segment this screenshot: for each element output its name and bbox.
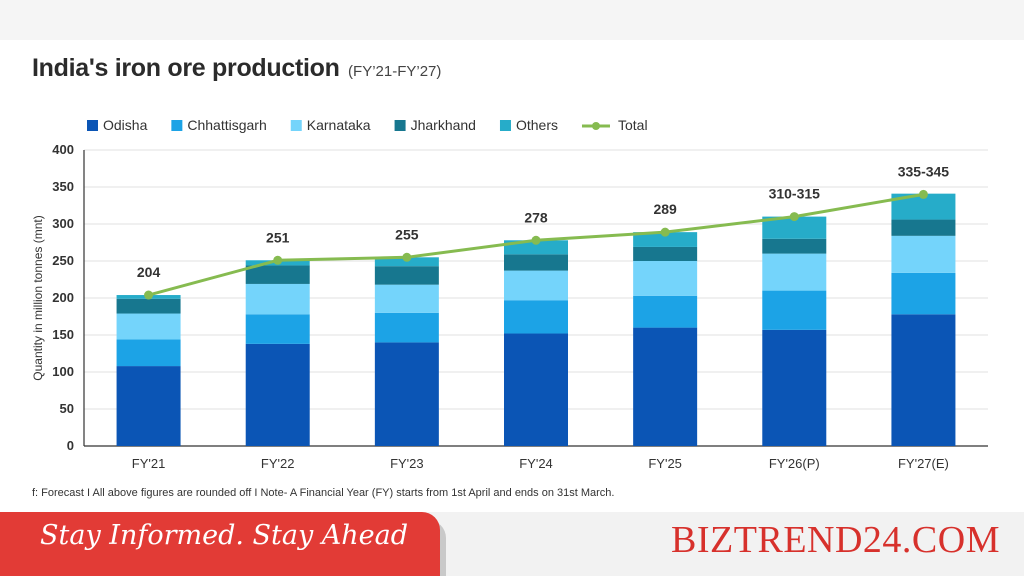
y-tick-label: 300: [52, 216, 74, 231]
brand-logo[interactable]: BIZTREND24.COM: [671, 519, 1000, 561]
legend-label: Others: [516, 117, 558, 133]
bar-segment: [504, 333, 568, 446]
legend-label: Total: [618, 117, 648, 133]
x-tick-label: FY'22: [261, 456, 295, 471]
bar-segment: [633, 261, 698, 296]
bar-segment: [633, 327, 698, 446]
legend-label: Karnataka: [307, 117, 371, 133]
y-tick-label: 100: [52, 364, 74, 379]
bar-segment: [245, 314, 310, 344]
bar-segment: [374, 266, 439, 285]
y-axis-label: Quantity in million tonnes (mnt): [31, 215, 45, 380]
legend-swatch: [499, 120, 511, 131]
bar-segment: [891, 272, 956, 315]
chart-title-block: India's iron ore production (FY’21-FY’27…: [32, 54, 441, 83]
y-tick-label: 400: [52, 142, 74, 157]
legend-label: Jharkhand: [411, 117, 476, 133]
legend-swatch: [394, 120, 406, 131]
bar-segment: [891, 219, 956, 236]
bar-segment: [633, 295, 698, 328]
legend-label: Odisha: [103, 117, 148, 133]
bar-segment: [762, 329, 827, 446]
bar-segment: [762, 216, 827, 239]
legend-swatch: [87, 120, 98, 131]
chart-subtitle: (FY’21-FY’27): [348, 63, 442, 80]
y-tick-label: 0: [67, 438, 74, 453]
x-tick-label: FY'26(P): [769, 456, 820, 471]
bar-segment: [116, 366, 181, 446]
x-tick-label: FY'21: [132, 456, 166, 471]
bar-segment: [762, 290, 827, 330]
footnote: f: Forecast I All above figures are roun…: [32, 487, 615, 499]
legend-swatch: [171, 120, 183, 131]
total-point: [402, 252, 412, 262]
total-point: [531, 235, 541, 245]
bar-segment: [116, 298, 181, 314]
total-data-label: 204: [137, 264, 161, 280]
total-data-label: 310-315: [769, 186, 821, 202]
tagline: Stay Informed. Stay Ahead: [40, 520, 409, 551]
total-point: [918, 189, 928, 199]
bar-segment: [116, 313, 181, 340]
y-tick-label: 350: [52, 179, 74, 194]
y-tick-label: 200: [52, 290, 74, 305]
chart-title: India's iron ore production: [32, 54, 340, 82]
x-tick-label: FY'27(E): [898, 456, 949, 471]
y-tick-label: 50: [60, 401, 74, 416]
bar-segment: [891, 314, 956, 446]
bar-segment: [504, 254, 568, 271]
bar-segment: [633, 246, 698, 261]
total-point: [660, 227, 670, 237]
x-tick-label: FY'23: [390, 456, 424, 471]
total-data-label: 289: [653, 201, 677, 217]
bar-segment: [504, 270, 568, 301]
y-tick-label: 250: [52, 253, 74, 268]
total-data-label: 251: [266, 229, 290, 245]
bar-segment: [762, 238, 827, 254]
x-tick-label: FY'24: [519, 456, 553, 471]
bar-segment: [374, 342, 439, 446]
legend-marker: [591, 122, 600, 130]
total-data-label: 255: [395, 226, 419, 242]
y-tick-label: 150: [52, 327, 74, 342]
x-tick-label: FY'25: [648, 456, 682, 471]
tagline-banner: [0, 512, 440, 576]
bar-segment: [891, 235, 956, 273]
top-band: [0, 0, 1024, 40]
bar-segment: [116, 339, 181, 367]
bar-segment: [504, 300, 568, 334]
bar-segment: [245, 283, 310, 315]
total-point: [273, 255, 283, 265]
bar-segment: [245, 265, 310, 284]
bar-segment: [633, 232, 698, 247]
bar-segment: [762, 253, 827, 291]
chart: 0 50 100 150 200 250 300 350 400 Quantity in mill…: [31, 117, 988, 471]
bar-segment: [245, 343, 310, 446]
bar-segment: [374, 284, 439, 313]
total-data-label: 335-345: [898, 163, 950, 179]
total-data-label: 278: [524, 209, 548, 225]
total-point: [144, 290, 154, 300]
legend-label: Chhattisgarh: [187, 117, 266, 133]
legend-swatch: [290, 120, 302, 131]
bar-segment: [374, 312, 439, 343]
total-point: [789, 212, 799, 222]
